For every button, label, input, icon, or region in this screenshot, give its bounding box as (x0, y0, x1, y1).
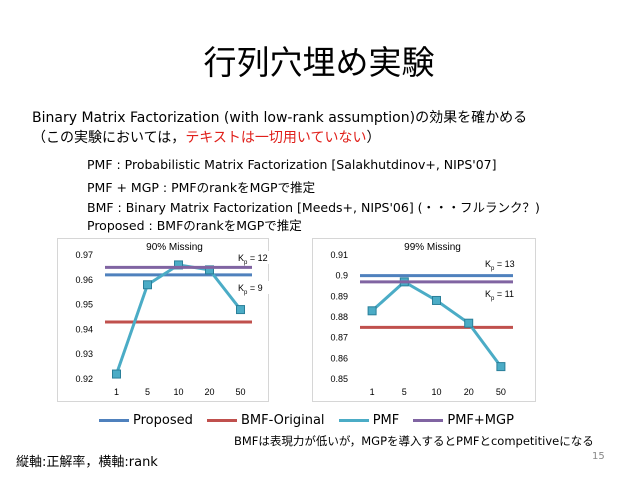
data-point-pmf (174, 260, 183, 270)
legend-label: PMF+MGP (447, 413, 514, 428)
legend-label: BMF-Original (241, 413, 325, 428)
y-tick-label: 0.95 (75, 300, 93, 310)
intro-line-2-suffix: ） (366, 130, 381, 146)
y-tick-label: 0.96 (75, 275, 93, 285)
x-tick-label: 1 (370, 387, 375, 397)
data-point-pmf (236, 305, 245, 315)
legend-item-pmf-mgp: PMF+MGP (413, 413, 514, 428)
legend-item-bmf-original: BMF-Original (207, 413, 325, 428)
chart-title: 90% Missing (146, 242, 203, 253)
method-proposed: Proposed : BMFのrankをMGPで推定 (87, 218, 302, 233)
y-tick-label: 0.93 (75, 349, 93, 359)
legend-item-pmf: PMF (338, 413, 400, 428)
x-tick-label: 5 (145, 387, 150, 397)
legend-swatch (99, 419, 129, 422)
y-tick-label: 0.85 (330, 374, 348, 384)
y-tick-label: 0.92 (75, 374, 93, 384)
intro-line-2-prefix: （この実験においては， (32, 130, 186, 146)
method-pmf-mgp: PMF + MGP : PMFのrankをMGPで推定 (87, 180, 316, 195)
data-point-pmf (367, 306, 377, 316)
annotation-background (236, 281, 270, 294)
annotation-kp: Kp = 13 (485, 259, 515, 272)
y-tick-label: 0.9 (335, 271, 348, 281)
y-tick-label: 0.91 (330, 250, 348, 260)
series-line-pmf (115, 263, 242, 375)
annotation-background (483, 287, 517, 300)
legend-swatch (413, 419, 444, 422)
chart-99-missing: 99% Missing 0.85 0.86 0.87 0.88 0.89 0.9 0.91 1 5… (312, 238, 536, 402)
page-number: 15 (592, 451, 605, 462)
annotation-background (236, 251, 270, 264)
x-tick-label: 10 (173, 387, 183, 397)
y-tick-label: 0.88 (330, 312, 348, 322)
x-tick-label: 20 (204, 387, 214, 397)
method-bmf: BMF : Binary Matrix Factorization [Meeds… (87, 200, 540, 215)
data-point-pmf (205, 265, 214, 275)
annotation-background (483, 257, 517, 270)
y-tick-label: 0.94 (75, 324, 93, 334)
y-tick-label: 0.89 (330, 291, 348, 301)
y-tick-label: 0.87 (330, 333, 348, 343)
annotation-kp: Kp = 9 (238, 283, 263, 296)
annotation-kp: Kp = 11 (485, 289, 514, 302)
data-point-pmf (112, 369, 121, 379)
legend-swatch (207, 419, 237, 422)
x-tick-label: 1 (114, 387, 119, 397)
x-tick-label: 10 (431, 387, 441, 397)
intro-line: Binary Matrix Factorization (with low-ra… (32, 110, 528, 126)
chart-90-missing: 90% Missing 0.92 0.93 0.94 0.95 0.96 0.97 1 5 10 2… (57, 238, 270, 402)
data-point-pmf (464, 318, 474, 328)
axis-note: 縦軸:正解率，横軸:rank (16, 455, 158, 470)
y-tick-label: 0.86 (330, 353, 348, 363)
y-tick-label: 0.97 (75, 250, 93, 260)
x-tick-label: 50 (235, 387, 245, 397)
x-tick-label: 20 (464, 387, 474, 397)
chart-90-missing-svg: 90% Missing 0.92 0.93 0.94 0.95 0.96 0.97 1 5 10 2… (75, 242, 270, 397)
slide-title: 行列穴埋め実験 (203, 43, 435, 82)
conclusion-note: BMFは表現力が低いが，MGPを導入するとPMFとcompetitiveになる (234, 434, 594, 448)
chart-99-missing-svg: 99% Missing 0.85 0.86 0.87 0.88 0.89 0.9 0.91 1 5… (330, 242, 517, 397)
series-line-pmf (371, 280, 503, 368)
legend-swatch (338, 419, 369, 422)
annotation-kp: Kp = 12 (238, 253, 268, 266)
data-point-pmf (432, 295, 441, 305)
intro-line-2: （この実験においては，テキストは一切用いていない） (32, 127, 380, 147)
chart-title: 99% Missing (404, 242, 461, 253)
legend-item-proposed: Proposed (99, 413, 193, 428)
method-pmf: PMF : Probabilistic Matrix Factorization… (87, 157, 497, 172)
legend-label: PMF (372, 413, 400, 428)
legend-label: Proposed (133, 413, 193, 428)
x-tick-label: 5 (402, 387, 407, 397)
x-tick-label: 50 (496, 387, 506, 397)
chart-legend: Proposed BMF-Original PMF PMF+MGP (99, 413, 524, 428)
data-point-pmf (143, 280, 152, 290)
intro-line-2-emphasis: テキストは一切用いていない (185, 130, 367, 146)
data-point-pmf (496, 362, 506, 372)
